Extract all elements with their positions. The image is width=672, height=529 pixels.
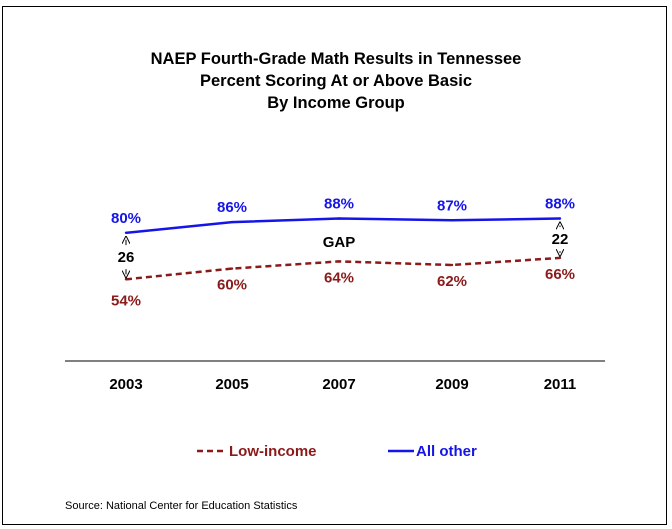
legend: Low-income All other	[197, 443, 477, 460]
legend-label-low-income: Low-income	[229, 443, 317, 460]
chart-frame	[2, 6, 667, 525]
gap-2003-value: 26	[118, 249, 135, 266]
series-group: 54% 60% 64% 62% 66% 80% 86% 88% 87% 88%	[111, 196, 575, 310]
data-point-low-income-2011	[558, 256, 562, 260]
data-point-all-other-2005	[230, 220, 234, 224]
data-label-low-income-2011: 66%	[545, 266, 575, 283]
data-point-all-other-2007	[337, 217, 341, 220]
data-label-low-income-2007: 64%	[324, 269, 354, 286]
data-point-low-income-2003	[124, 278, 128, 281]
data-point-low-income-2005	[230, 267, 234, 270]
data-label-all-other-2009: 87%	[437, 197, 467, 214]
legend-label-all-other: All other	[416, 443, 477, 460]
gap-label: GAP	[323, 234, 356, 251]
data-label-all-other-2007: 88%	[324, 196, 354, 213]
x-tick-label-2007: 2007	[322, 376, 355, 393]
source-note: Source: National Center for Education St…	[65, 500, 298, 512]
x-tick-label-2005: 2005	[215, 376, 248, 393]
chart-title-line-2: Percent Scoring At or Above Basic	[199, 72, 473, 90]
chart-title-line-3: By Income Group	[267, 94, 405, 112]
series-line-all-other	[125, 217, 561, 235]
data-label-low-income-2005: 60%	[217, 277, 247, 294]
x-tick-label-2003: 2003	[109, 376, 142, 393]
data-label-all-other-2003: 80%	[111, 210, 141, 227]
data-label-all-other-2005: 86%	[217, 199, 247, 216]
data-label-all-other-2011: 88%	[545, 196, 575, 213]
data-point-low-income-2007	[337, 260, 341, 263]
data-point-all-other-2009	[450, 219, 454, 222]
gap-2011-value: 22	[552, 231, 569, 248]
data-label-low-income-2003: 54%	[111, 292, 141, 309]
x-tick-labels: 2003 2005 2007 2009 2011	[109, 376, 576, 393]
gap-annotations: 26 22 GAP	[118, 225, 569, 274]
data-point-all-other-2003	[124, 231, 128, 234]
data-point-low-income-2009	[450, 263, 454, 267]
chart-title: NAEP Fourth-Grade Math Results in Tennes…	[0, 48, 672, 114]
x-tick-label-2009: 2009	[435, 376, 468, 393]
x-tick-label-2011: 2011	[544, 376, 577, 393]
chart-title-line-1: NAEP Fourth-Grade Math Results in Tennes…	[150, 50, 522, 68]
data-point-all-other-2011	[558, 217, 562, 220]
data-label-low-income-2009: 62%	[437, 273, 467, 290]
